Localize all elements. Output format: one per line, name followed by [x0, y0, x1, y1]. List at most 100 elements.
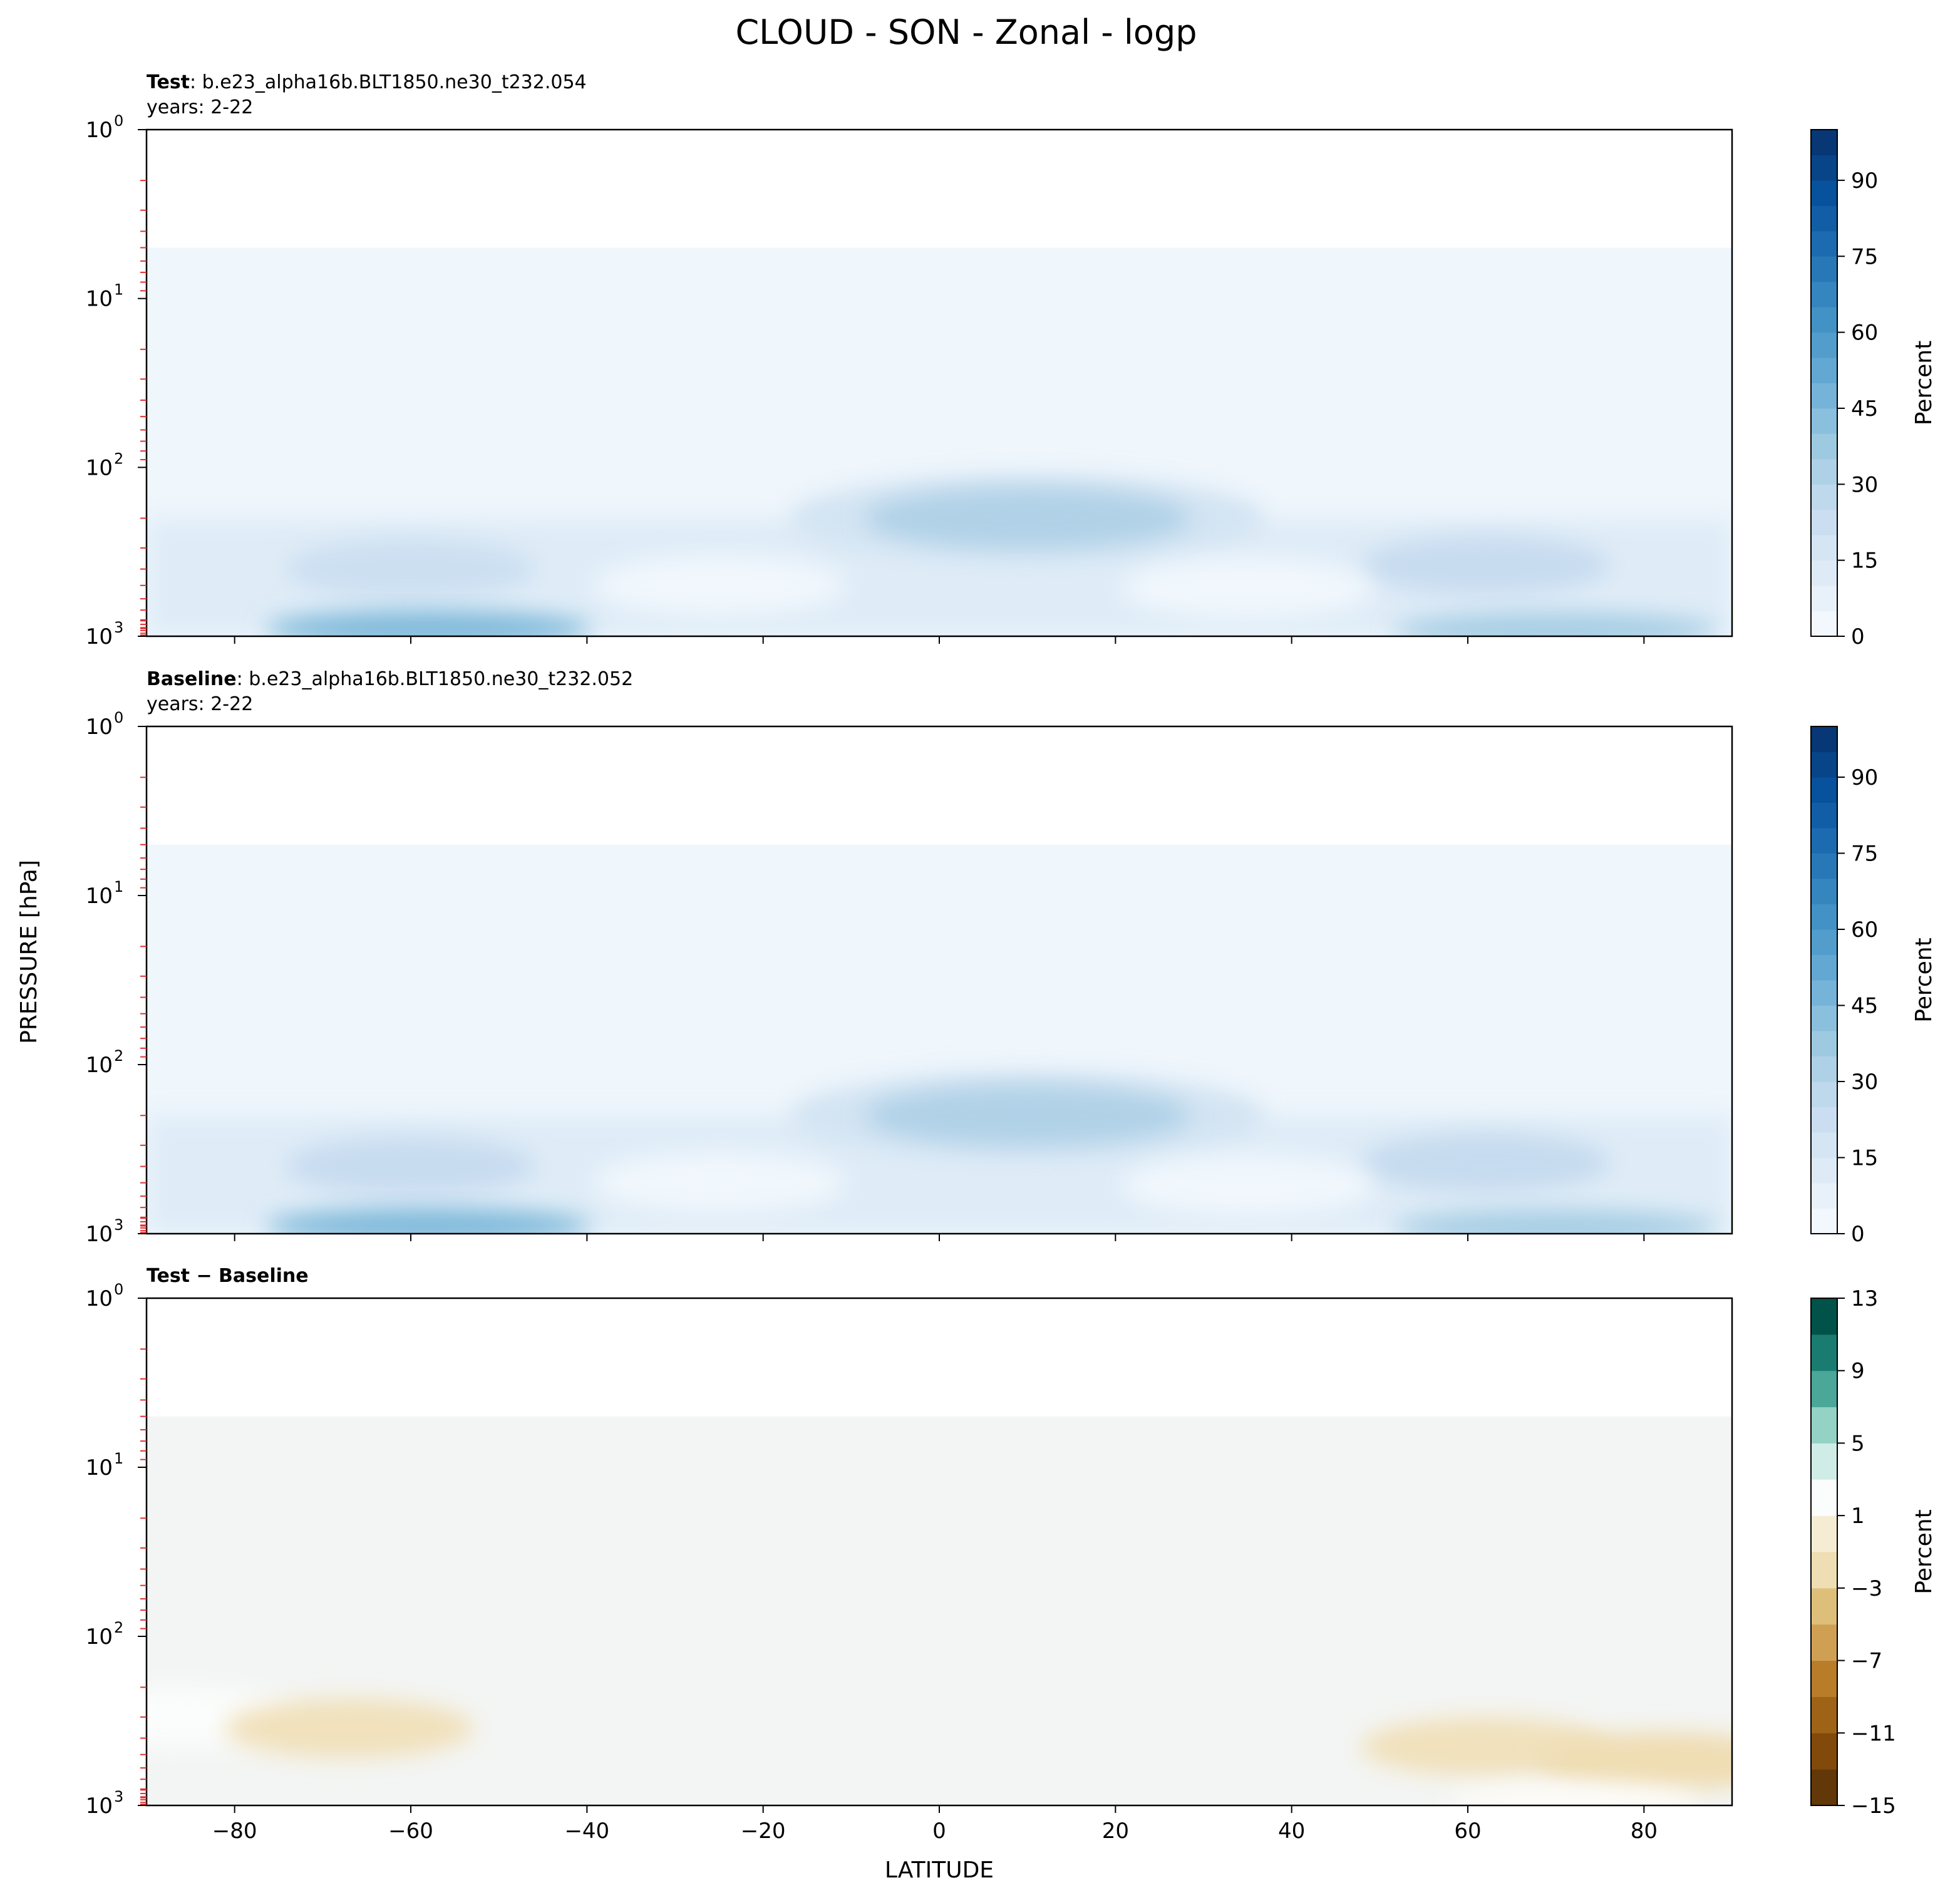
colorbar-segment: [1811, 751, 1837, 778]
y-tick-exponent: 1: [114, 878, 123, 896]
y-tick-exponent: 2: [114, 450, 123, 467]
contour-field: [147, 247, 1732, 636]
y-tick-label: 10: [86, 1286, 113, 1311]
panel-title: Baseline: b.e23_alpha16b.BLT1850.ne30_t2…: [147, 668, 633, 690]
colorbar-tick-label: −7: [1851, 1649, 1882, 1674]
colorbar-tick-label: −3: [1851, 1576, 1882, 1601]
colorbar-segment: [1811, 1157, 1837, 1184]
colorbar-segment: [1811, 256, 1837, 282]
colorbar-segment: [1811, 509, 1837, 535]
x-tick-label: −20: [741, 1819, 786, 1844]
y-tick-exponent: 3: [114, 1216, 123, 1234]
field-feature: [1360, 535, 1611, 596]
colorbar-segment: [1811, 586, 1837, 612]
x-tick-label: 20: [1102, 1819, 1129, 1844]
field-feature: [266, 611, 592, 636]
field-feature: [1122, 1155, 1373, 1216]
colorbar-label: Percent: [1911, 341, 1937, 425]
contour-field: [147, 844, 1732, 1234]
y-tick-label: 10: [86, 1794, 113, 1819]
y-tick-label: 10: [86, 715, 113, 740]
suptitle: CLOUD - SON - Zonal - logp: [735, 13, 1197, 52]
panel-baseline: Baseline: b.e23_alpha16b.BLT1850.ne30_t2…: [86, 668, 1937, 1247]
panel-title-bold: Test: [147, 71, 190, 93]
y-tick-label: 10: [86, 1455, 113, 1480]
y-tick-exponent: 2: [114, 1619, 123, 1636]
colorbar-tick-label: 30: [1851, 472, 1878, 497]
colorbar-segment: [1811, 1056, 1837, 1082]
field-feature: [1393, 612, 1719, 636]
colorbar-segment: [1811, 1696, 1837, 1733]
colorbar-label: Percent: [1911, 1509, 1937, 1594]
field-feature: [224, 1698, 475, 1758]
x-tick-label: 0: [932, 1819, 946, 1844]
field-feature: [594, 555, 845, 616]
colorbar-tick-label: −15: [1851, 1794, 1896, 1819]
colorbar-segment: [1811, 358, 1837, 383]
colorbar-tick-label: −11: [1851, 1721, 1896, 1746]
field-feature: [594, 1152, 845, 1213]
x-tick-label: −60: [388, 1819, 433, 1844]
x-tick-label: 80: [1631, 1819, 1658, 1844]
field-feature: [286, 1136, 536, 1197]
colorbar-tick-label: 15: [1851, 1146, 1878, 1171]
colorbar-segment: [1811, 802, 1837, 829]
field-feature: [1360, 1132, 1611, 1193]
colorbar-tick-label: 75: [1851, 842, 1878, 867]
colorbar-tick-label: 0: [1851, 1222, 1865, 1247]
y-tick-exponent: 0: [114, 1281, 123, 1298]
colorbar-tick-label: 90: [1851, 765, 1878, 790]
colorbar-segment: [1811, 230, 1837, 257]
colorbar-segment: [1811, 904, 1837, 930]
colorbar-segment: [1811, 484, 1837, 510]
colorbar-segment: [1811, 383, 1837, 409]
field-feature: [1536, 1731, 1732, 1792]
colorbar-segment: [1811, 180, 1837, 206]
panel-subtitle: years: 2-22: [147, 96, 253, 118]
colorbar-segment: [1811, 155, 1837, 181]
colorbar-segment: [1811, 1031, 1837, 1056]
colorbar-segment: [1811, 433, 1837, 460]
colorbar-frame: [1810, 129, 1838, 637]
x-tick-label: 40: [1278, 1819, 1305, 1844]
x-axis-label: LATITUDE: [885, 1857, 994, 1883]
colorbar-segment: [1811, 726, 1837, 752]
y-tick-exponent: 1: [114, 281, 123, 299]
colorbar-segment: [1811, 1515, 1837, 1552]
colorbar-segment: [1811, 929, 1837, 955]
colorbar-tick-label: 75: [1851, 244, 1878, 269]
y-tick-label: 10: [86, 1053, 113, 1078]
field-feature: [1448, 1784, 1699, 1805]
x-tick-label: −80: [212, 1819, 257, 1844]
colorbar-tick-label: 60: [1851, 321, 1878, 346]
x-tick-label: 60: [1454, 1819, 1481, 1844]
y-tick-exponent: 1: [114, 1450, 123, 1467]
colorbar-segment: [1811, 535, 1837, 561]
colorbar-segment: [1811, 980, 1837, 1006]
field-feature: [864, 488, 1190, 549]
panel-title-rest: : b.e23_alpha16b.BLT1850.ne30_t232.054: [190, 71, 587, 93]
y-tick-exponent: 0: [114, 112, 123, 130]
y-tick-label: 10: [86, 118, 113, 143]
colorbar-segment: [1811, 1208, 1837, 1234]
y-tick-exponent: 3: [114, 1788, 123, 1805]
colorbar-segment: [1811, 1334, 1837, 1371]
colorbar-segment: [1811, 281, 1837, 307]
colorbar-frame: [1810, 1298, 1838, 1806]
field-feature: [286, 539, 536, 599]
colorbar-segment: [1811, 408, 1837, 434]
colorbar-segment: [1811, 1183, 1837, 1209]
colorbar-segment: [1811, 307, 1837, 333]
colorbar-tick-label: 9: [1851, 1359, 1865, 1384]
y-tick-label: 10: [86, 1222, 113, 1247]
colorbar-segment: [1811, 1733, 1837, 1770]
y-tick-label: 10: [86, 455, 113, 480]
colorbar-segment: [1811, 1370, 1837, 1408]
panel-title: Test: b.e23_alpha16b.BLT1850.ne30_t232.0…: [147, 71, 587, 93]
colorbar-segment: [1811, 1624, 1837, 1661]
colorbar-label: Percent: [1911, 937, 1937, 1022]
panel-title-rest: : b.e23_alpha16b.BLT1850.ne30_t232.052: [237, 668, 634, 690]
colorbar-segment: [1811, 777, 1837, 803]
x-tick-label: −40: [564, 1819, 609, 1844]
colorbar-segment: [1811, 1443, 1837, 1480]
